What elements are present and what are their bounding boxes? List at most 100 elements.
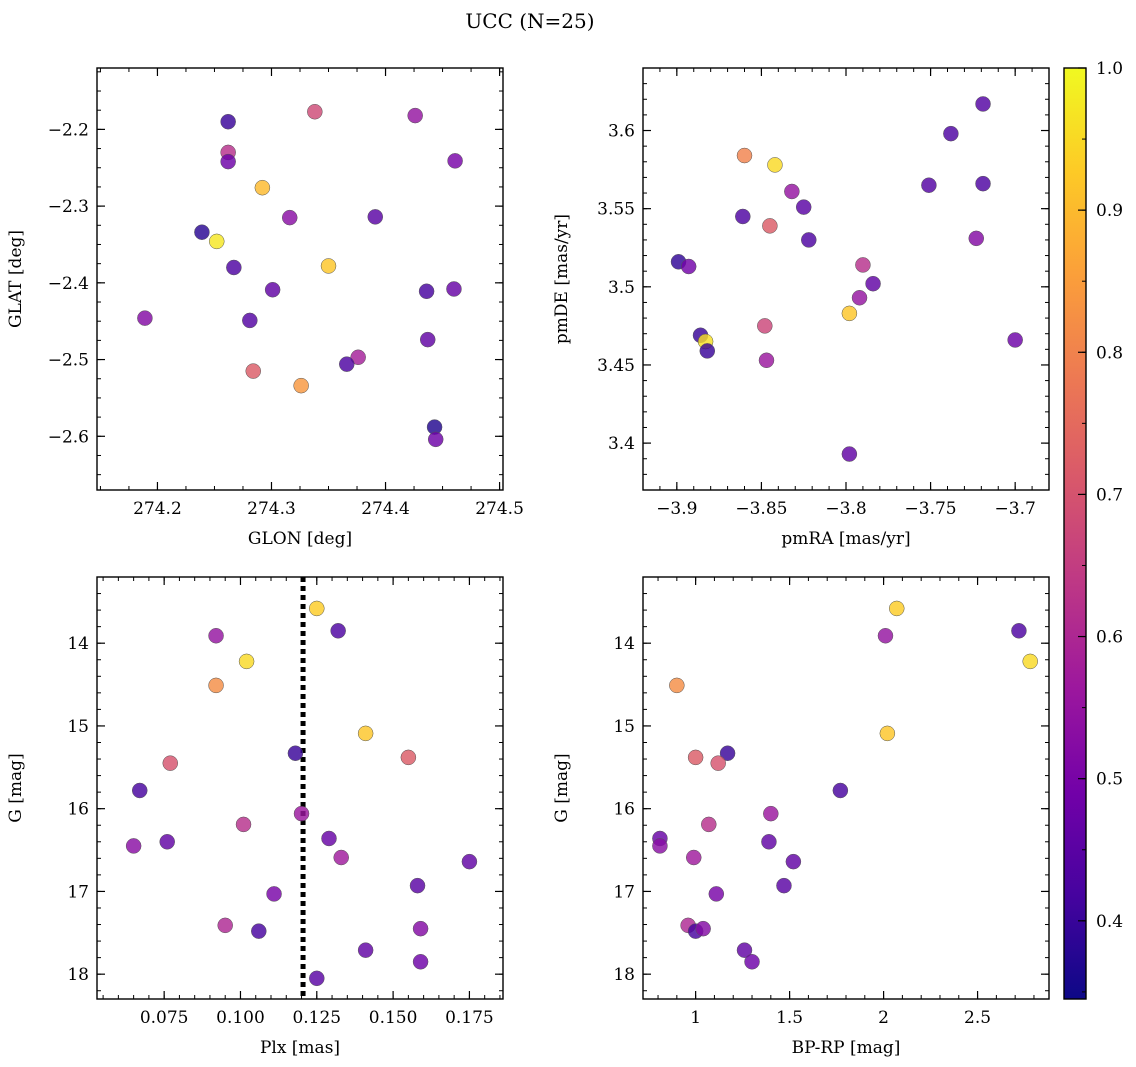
scatter-point <box>220 153 236 170</box>
scatter-point <box>757 318 773 334</box>
scatter-point <box>708 886 725 902</box>
scatter-point <box>208 233 225 250</box>
scatter-point <box>251 923 267 939</box>
scatter-point <box>832 782 849 799</box>
scatter-point <box>461 853 478 870</box>
scatter-point <box>309 600 325 617</box>
scatter-point <box>710 755 726 771</box>
scatter-point <box>921 177 937 193</box>
y-tick-label: 3.4 <box>608 434 635 454</box>
scatter-point <box>137 310 153 326</box>
scatter-point <box>762 218 778 234</box>
scatter-point <box>367 209 384 225</box>
scatter-point <box>412 920 429 937</box>
x-tick-label: −3.9 <box>656 499 697 519</box>
scatter-point <box>851 290 868 306</box>
y-axis-label: G [mag] <box>552 753 572 822</box>
scatter-point <box>333 849 349 866</box>
colorbar-tick-label: 0.9 <box>1096 201 1123 221</box>
colorbar-frame <box>1063 67 1087 1000</box>
y-tick-label: −2.6 <box>48 427 89 447</box>
axes-frame <box>96 576 504 1000</box>
y-axis-label: G [mag] <box>6 753 26 822</box>
axes-frame <box>96 67 504 491</box>
scatter-point <box>235 816 252 833</box>
colorbar: 0.4 0.5 0.6 0.7 0.8 0.9 1.0 <box>1063 59 1123 1000</box>
scatter-point <box>736 147 753 164</box>
scatter-point <box>125 838 142 854</box>
colorbar-tick-label: 0.7 <box>1096 485 1123 505</box>
scatter-point <box>889 600 905 617</box>
scatter-point <box>309 970 325 987</box>
scatter-point <box>357 942 374 958</box>
scatter-point <box>785 853 802 870</box>
scatter-point <box>159 834 175 850</box>
scatter-point <box>254 179 271 196</box>
scatter-point <box>841 446 858 462</box>
scatter-point <box>701 816 717 833</box>
scatter-point <box>975 96 991 112</box>
scatter-point <box>293 805 310 822</box>
x-tick-label: 2.5 <box>964 1008 991 1028</box>
x-tick-label: 274.2 <box>133 499 182 519</box>
scatter-point <box>208 627 224 644</box>
scatter-point <box>350 349 366 366</box>
scatter-point <box>321 830 337 847</box>
colorbar-tick-label: 0.6 <box>1096 628 1123 648</box>
y-tick-label: 17 <box>67 882 89 902</box>
scatter-point <box>784 183 800 200</box>
x-tick-label: 0.175 <box>445 1008 494 1028</box>
y-axis-label: GLAT [deg] <box>6 230 26 328</box>
scatter-point <box>427 431 444 448</box>
scatter-points <box>670 96 1023 462</box>
scatter-point <box>266 886 282 902</box>
scatter-point <box>680 258 697 275</box>
scatter-point <box>307 103 323 120</box>
axes-frame <box>642 67 1050 491</box>
scatter-point <box>407 107 423 124</box>
scatter-point <box>975 175 991 192</box>
scatter-point <box>1022 653 1038 670</box>
scatter-point <box>264 281 281 298</box>
subplot-2: −3.9 −3.85 −3.8 −3.75 −3.7 3.4 3.45 3.5 3.55 3.6 p… <box>552 67 1050 549</box>
scatter-point <box>865 275 881 292</box>
y-tick-label: 18 <box>67 965 89 985</box>
subplots: 274.2 274.3 274.4 274.5 −2.6 −2.5 −2.4 −2.3 −2.2… <box>6 67 1050 1058</box>
x-tick-label: −3.7 <box>995 499 1036 519</box>
colorbar-tick-label: 0.5 <box>1096 770 1123 790</box>
x-tick-label: 0.100 <box>216 1008 265 1028</box>
scatter-point <box>877 627 894 644</box>
axes-frame <box>642 576 1050 1000</box>
figure-title: UCC (N=25) <box>465 9 594 33</box>
y-tick-label: 14 <box>613 634 635 654</box>
x-axis-label: pmRA [mas/yr] <box>781 529 910 549</box>
scatter-point <box>419 331 436 348</box>
x-tick-label: 1.5 <box>776 1008 803 1028</box>
scatter-point <box>131 782 148 799</box>
scatter-point <box>763 805 779 822</box>
y-tick-label: 18 <box>613 965 635 985</box>
x-tick-label: 2 <box>878 1008 889 1028</box>
scatter-point <box>669 677 685 694</box>
x-tick-label: −3.8 <box>825 499 866 519</box>
y-tick-label: 15 <box>67 717 89 737</box>
x-tick-label: 0.075 <box>140 1008 189 1028</box>
scatter-point <box>400 749 417 766</box>
scatter-point <box>1007 332 1023 348</box>
scatter-point <box>855 257 871 273</box>
x-tick-label: −3.85 <box>735 499 787 519</box>
y-tick-label: 14 <box>67 634 89 654</box>
scatter-point <box>879 725 896 742</box>
y-tick-label: 3.55 <box>597 200 635 220</box>
y-tick-label: −2.3 <box>48 197 89 217</box>
colorbar-gradient <box>1064 68 1086 999</box>
x-tick-label: 1 <box>690 1008 701 1028</box>
subplot-1: 274.2 274.3 274.4 274.5 −2.6 −2.5 −2.4 −2.3 −2.2… <box>6 67 524 549</box>
scatter-point <box>217 917 233 934</box>
scatter-point <box>776 877 792 894</box>
scatter-point <box>735 208 751 225</box>
y-tick-label: 3.5 <box>608 278 635 298</box>
scatter-point <box>238 653 255 670</box>
subplot-4: 1 1.5 2 2.5 14 15 16 17 18 BP-RP [mag] G [mag] <box>552 576 1050 1058</box>
x-tick-label: 274.3 <box>247 499 296 519</box>
